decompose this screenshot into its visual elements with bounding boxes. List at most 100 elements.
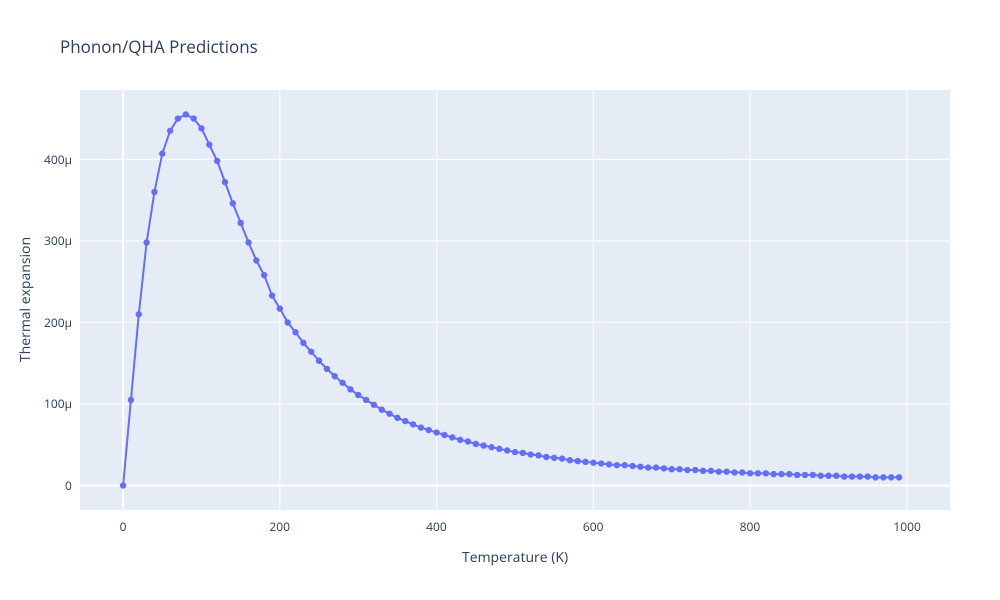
data-marker[interactable] (794, 472, 800, 478)
data-marker[interactable] (261, 272, 267, 278)
data-marker[interactable] (402, 418, 408, 424)
data-marker[interactable] (841, 473, 847, 479)
data-marker[interactable] (645, 464, 651, 470)
data-marker[interactable] (888, 474, 894, 480)
data-marker[interactable] (817, 473, 823, 479)
data-marker[interactable] (183, 111, 189, 117)
data-marker[interactable] (833, 473, 839, 479)
data-marker[interactable] (457, 437, 463, 443)
data-marker[interactable] (324, 366, 330, 372)
data-marker[interactable] (770, 471, 776, 477)
plot-area[interactable] (80, 90, 950, 510)
data-marker[interactable] (700, 468, 706, 474)
data-marker[interactable] (786, 471, 792, 477)
data-marker[interactable] (669, 466, 675, 472)
data-marker[interactable] (143, 239, 149, 245)
data-marker[interactable] (245, 239, 251, 245)
data-marker[interactable] (394, 415, 400, 421)
data-marker[interactable] (676, 466, 682, 472)
data-marker[interactable] (237, 220, 243, 226)
data-marker[interactable] (512, 449, 518, 455)
data-marker[interactable] (865, 473, 871, 479)
data-marker[interactable] (465, 438, 471, 444)
data-marker[interactable] (426, 427, 432, 433)
data-marker[interactable] (253, 257, 259, 263)
data-marker[interactable] (896, 474, 902, 480)
data-marker[interactable] (175, 115, 181, 121)
data-marker[interactable] (316, 358, 322, 364)
data-marker[interactable] (598, 460, 604, 466)
data-marker[interactable] (810, 472, 816, 478)
data-marker[interactable] (590, 459, 596, 465)
data-marker[interactable] (857, 473, 863, 479)
data-marker[interactable] (206, 141, 212, 147)
data-marker[interactable] (716, 468, 722, 474)
data-marker[interactable] (269, 292, 275, 298)
data-marker[interactable] (575, 458, 581, 464)
data-marker[interactable] (308, 349, 314, 355)
data-marker[interactable] (527, 451, 533, 457)
data-marker[interactable] (379, 406, 385, 412)
data-marker[interactable] (535, 452, 541, 458)
data-marker[interactable] (332, 373, 338, 379)
data-marker[interactable] (285, 319, 291, 325)
data-marker[interactable] (872, 474, 878, 480)
data-marker[interactable] (614, 462, 620, 468)
data-marker[interactable] (488, 444, 494, 450)
data-marker[interactable] (708, 468, 714, 474)
data-marker[interactable] (441, 432, 447, 438)
data-marker[interactable] (151, 189, 157, 195)
data-marker[interactable] (684, 467, 690, 473)
data-marker[interactable] (520, 450, 526, 456)
data-marker[interactable] (849, 473, 855, 479)
data-marker[interactable] (198, 125, 204, 131)
data-marker[interactable] (136, 311, 142, 317)
data-marker[interactable] (496, 446, 502, 452)
data-marker[interactable] (559, 455, 565, 461)
data-marker[interactable] (449, 434, 455, 440)
data-marker[interactable] (763, 470, 769, 476)
data-marker[interactable] (661, 465, 667, 471)
data-marker[interactable] (300, 340, 306, 346)
data-marker[interactable] (880, 474, 886, 480)
data-marker[interactable] (802, 472, 808, 478)
data-marker[interactable] (159, 150, 165, 156)
data-marker[interactable] (473, 441, 479, 447)
data-marker[interactable] (292, 329, 298, 335)
data-marker[interactable] (214, 158, 220, 164)
data-marker[interactable] (622, 462, 628, 468)
data-marker[interactable] (551, 455, 557, 461)
data-marker[interactable] (363, 397, 369, 403)
data-marker[interactable] (277, 305, 283, 311)
data-marker[interactable] (120, 482, 126, 488)
data-marker[interactable] (567, 457, 573, 463)
data-marker[interactable] (747, 470, 753, 476)
data-marker[interactable] (410, 421, 416, 427)
data-line[interactable] (123, 114, 899, 485)
data-marker[interactable] (739, 469, 745, 475)
data-marker[interactable] (543, 454, 549, 460)
data-marker[interactable] (504, 447, 510, 453)
data-marker[interactable] (222, 179, 228, 185)
data-marker[interactable] (692, 467, 698, 473)
data-marker[interactable] (230, 200, 236, 206)
data-marker[interactable] (582, 459, 588, 465)
data-marker[interactable] (128, 397, 134, 403)
data-marker[interactable] (167, 128, 173, 134)
data-marker[interactable] (347, 386, 353, 392)
data-marker[interactable] (480, 442, 486, 448)
data-marker[interactable] (825, 473, 831, 479)
data-marker[interactable] (418, 424, 424, 430)
data-marker[interactable] (371, 402, 377, 408)
data-marker[interactable] (629, 463, 635, 469)
data-marker[interactable] (723, 468, 729, 474)
data-marker[interactable] (731, 469, 737, 475)
data-marker[interactable] (606, 461, 612, 467)
data-marker[interactable] (386, 411, 392, 417)
data-marker[interactable] (778, 471, 784, 477)
data-marker[interactable] (190, 115, 196, 121)
data-marker[interactable] (339, 380, 345, 386)
data-marker[interactable] (355, 392, 361, 398)
data-marker[interactable] (755, 470, 761, 476)
data-marker[interactable] (637, 464, 643, 470)
